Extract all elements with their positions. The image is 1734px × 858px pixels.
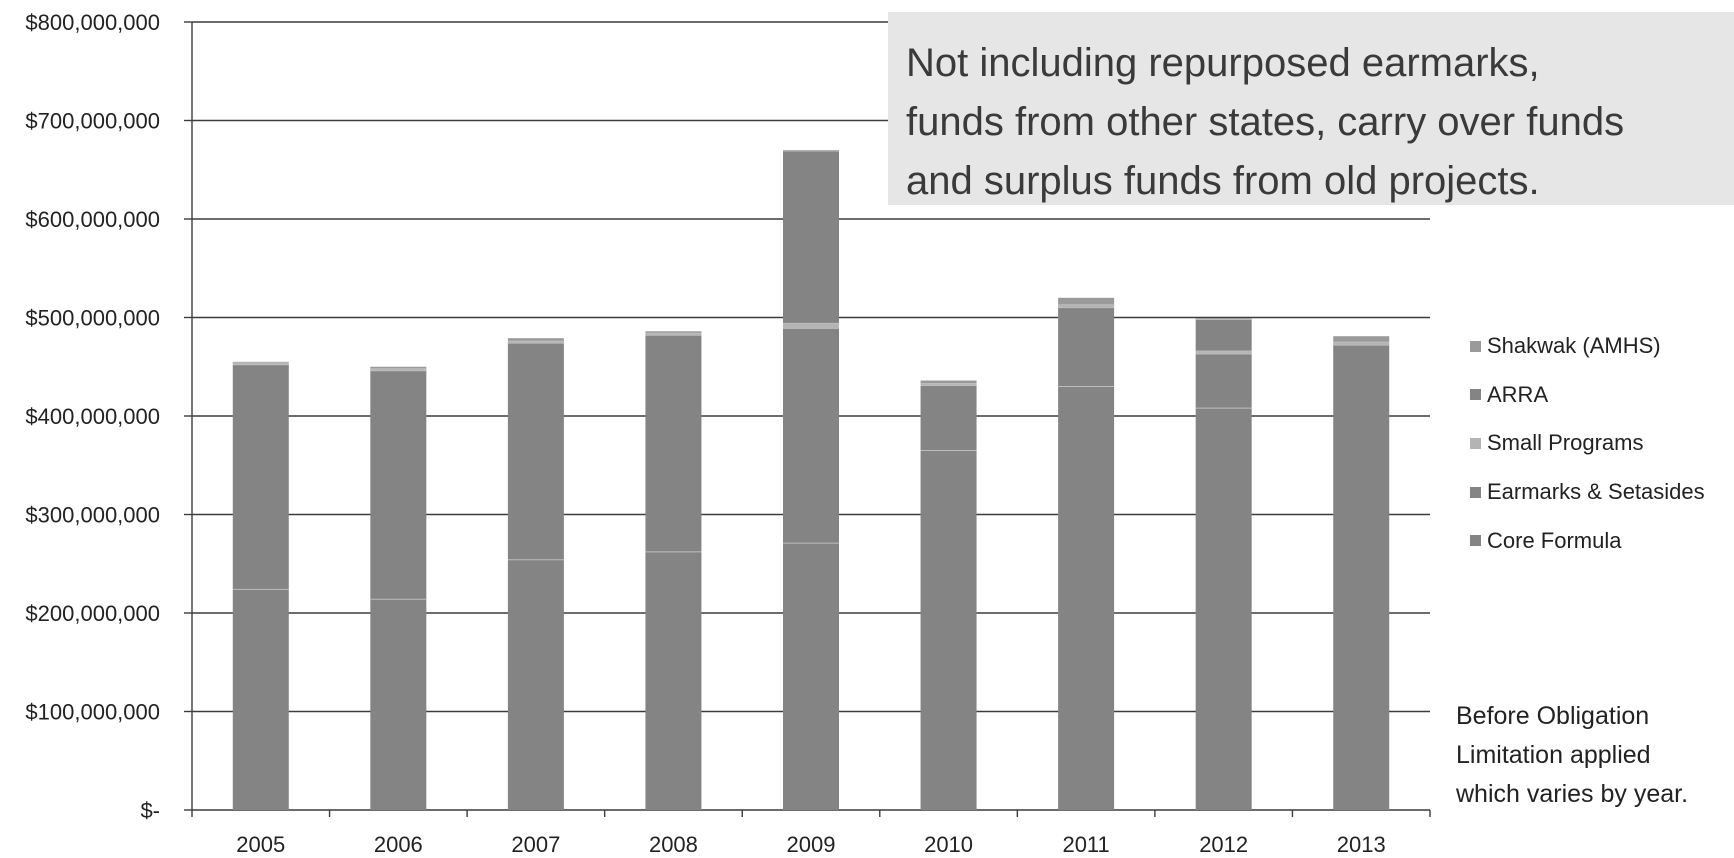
bar-segment-arra bbox=[1195, 319, 1252, 351]
bar-segment-core-formula bbox=[370, 599, 427, 810]
bar-segment-small-programs bbox=[645, 333, 702, 336]
legend-label: Shakwak (AMHS) bbox=[1487, 333, 1661, 359]
legend-swatch bbox=[1470, 389, 1481, 401]
bar-segment-small-programs bbox=[1195, 350, 1252, 354]
bar-segment-small-programs bbox=[1058, 304, 1115, 308]
bar-segment-core-formula bbox=[1058, 386, 1115, 810]
legend-label: ARRA bbox=[1487, 381, 1549, 407]
obligation-note: Before Obligation Limitation applied whi… bbox=[1456, 702, 1689, 808]
bar-segment-small-programs bbox=[783, 323, 839, 329]
x-tick-label: 2006 bbox=[374, 832, 423, 857]
y-tick-label: $100,000,000 bbox=[25, 700, 160, 725]
bar-segment-earmarks-setasides bbox=[1058, 307, 1115, 387]
bar-segment-core-formula bbox=[920, 450, 977, 810]
bar-segment-small-programs bbox=[1333, 342, 1390, 346]
y-tick-label: $200,000,000 bbox=[25, 601, 160, 626]
legend-item: Small Programs bbox=[1470, 419, 1705, 468]
x-tick-label: 2007 bbox=[511, 832, 560, 857]
legend-swatch bbox=[1470, 437, 1481, 449]
x-tick-label: 2011 bbox=[1062, 832, 1109, 857]
bar-segment-core-formula bbox=[507, 559, 564, 810]
y-tick-label: $- bbox=[140, 798, 160, 823]
y-tick-label: $500,000,000 bbox=[25, 306, 160, 331]
x-tick-label: 2012 bbox=[1199, 832, 1248, 857]
bar-segment-arra bbox=[783, 151, 839, 324]
bar-segment-core-formula bbox=[232, 589, 289, 810]
legend-label: Core Formula bbox=[1487, 527, 1622, 553]
bar-segment-shakwak-amhs bbox=[370, 366, 427, 369]
bar-segment-shakwak-amhs bbox=[507, 338, 564, 342]
x-tick-label: 2013 bbox=[1337, 832, 1386, 857]
bar-segment-shakwak-amhs bbox=[645, 331, 702, 334]
bar-segment-small-programs bbox=[232, 362, 289, 365]
bar-segment-core-formula bbox=[1333, 345, 1390, 810]
bar-segment-earmarks-setasides bbox=[783, 328, 839, 544]
legend-item: Earmarks & Setasides bbox=[1470, 468, 1705, 517]
bar-segment-earmarks-setasides bbox=[370, 370, 427, 600]
annotation-box: Not including repurposed earmarks, funds… bbox=[888, 12, 1734, 205]
x-tick-label: 2008 bbox=[649, 832, 698, 857]
bar-segment-core-formula bbox=[1195, 408, 1252, 810]
legend-label: Earmarks & Setasides bbox=[1487, 479, 1705, 505]
bar-segment-small-programs bbox=[507, 341, 564, 344]
x-tick-label: 2009 bbox=[787, 832, 836, 857]
legend-swatch bbox=[1470, 486, 1481, 498]
bar-segment-core-formula bbox=[783, 543, 839, 810]
bar-segment-core-formula bbox=[645, 551, 702, 810]
bar-segment-shakwak-amhs bbox=[1333, 336, 1390, 343]
legend-label: Small Programs bbox=[1487, 430, 1644, 456]
x-tick-label: 2005 bbox=[236, 832, 285, 857]
legend: Shakwak (AMHS) ARRA Small Programs Earmarks… bbox=[1470, 322, 1705, 565]
bar-segment-small-programs bbox=[920, 383, 977, 386]
bar-segment-small-programs bbox=[370, 368, 427, 371]
x-tick-label: 2010 bbox=[924, 832, 973, 857]
bar-segment-earmarks-setasides bbox=[232, 364, 289, 590]
y-tick-label: $300,000,000 bbox=[25, 503, 160, 528]
legend-item: ARRA bbox=[1470, 371, 1705, 420]
legend-swatch bbox=[1470, 340, 1481, 352]
y-tick-label: $400,000,000 bbox=[25, 404, 160, 429]
y-tick-label: $600,000,000 bbox=[25, 207, 160, 232]
bar-segment-shakwak-amhs bbox=[1058, 297, 1115, 305]
bar-segment-earmarks-setasides bbox=[507, 343, 564, 560]
legend-item: Core Formula bbox=[1470, 516, 1705, 565]
legend-swatch bbox=[1470, 535, 1481, 547]
bar-segment-earmarks-setasides bbox=[645, 335, 702, 552]
y-tick-label: $800,000,000 bbox=[25, 10, 160, 35]
bar-segment-earmarks-setasides bbox=[1195, 353, 1252, 409]
legend-item: Shakwak (AMHS) bbox=[1470, 322, 1705, 371]
bar-segment-shakwak-amhs bbox=[920, 380, 977, 384]
y-tick-label: $700,000,000 bbox=[25, 109, 160, 134]
bar-segment-earmarks-setasides bbox=[920, 385, 977, 451]
